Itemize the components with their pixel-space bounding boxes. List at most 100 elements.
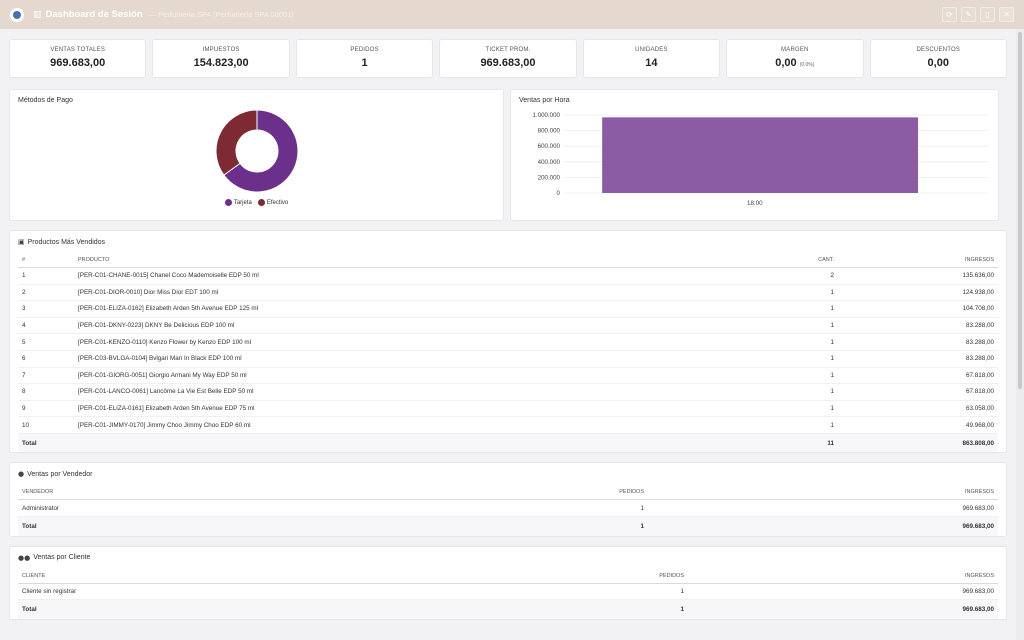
table-row[interactable]: 7 [PER-C01-GIORG-0051] Giorgio Armani My … [18, 367, 998, 385]
col-header-seller[interactable]: VENDEDOR [18, 485, 528, 501]
close-icon: ✕ [1003, 10, 1010, 19]
sales-by-seller-table: VENDEDOR PEDIDOS INGRESOS Administrator … [18, 485, 998, 536]
table-row[interactable]: 6 [PER-C03-BVLGA-0104] Bvlgari Man In Bla… [18, 350, 998, 368]
product-name: [PER-C01-KENZO-0110] Kenzo Flower by Ken… [74, 333, 748, 351]
col-header-orders[interactable]: PEDIDOS [568, 568, 688, 584]
product-name: [PER-C03-BVLGA-0104] Bvlgari Man In Blac… [74, 350, 748, 368]
col-header-index[interactable]: # [18, 253, 74, 268]
product-revenue: 124.938,00 [838, 284, 998, 302]
donut-slices [215, 109, 299, 193]
top-products-title-row: ▣ Productos Más Vendidos [18, 238, 998, 246]
refresh-button[interactable]: ⟳ [942, 7, 957, 22]
kpi-label: DESCUENTOS [916, 47, 961, 53]
y-tick-label: 0 [557, 190, 561, 197]
y-tick-label: 800.000 [538, 128, 561, 135]
product-revenue: 104.708,00 [838, 300, 998, 318]
product-revenue: 83.288,00 [838, 333, 998, 351]
payment-methods-title: Métodos de Pago [18, 97, 73, 104]
legend-item-tarjeta[interactable]: Tarjeta [224, 199, 252, 206]
total-spacer [74, 433, 748, 453]
users-icon: ●● [18, 553, 31, 562]
col-header-product[interactable]: PRODUCTO [74, 253, 748, 268]
row-index: 3 [18, 300, 74, 318]
kpi-label: PEDIDOS [350, 47, 379, 53]
product-qty: 1 [748, 317, 838, 335]
row-index: 8 [18, 383, 74, 401]
kpi-note: (0.0%) [799, 62, 815, 68]
row-index: 1 [18, 267, 74, 285]
legend-label: Tarjeta [233, 199, 252, 206]
seller-orders: 1 [528, 499, 648, 518]
table-row[interactable]: 4 [PER-C01-DKNY-0223] DKNY Be Delicious E… [18, 317, 998, 335]
sales-by-client-card: ●● Ventas por Cliente CLIENTE PEDIDOS IN… [9, 545, 1007, 620]
top-products-rows: 1 [PER-C01-CHANE-0015] Chanel Coco Mademo… [18, 267, 998, 434]
col-header-qty[interactable]: CANT. [748, 253, 838, 268]
sales-by-seller-title: Ventas por Vendedor [27, 470, 93, 478]
kpi-label: MARGEN [781, 47, 809, 53]
col-header-revenue[interactable]: INGRESOS [648, 485, 998, 501]
sales-by-seller-card: ● Ventas por Vendedor VENDEDOR PEDIDOS I… [9, 462, 1007, 537]
kpi-card-impuestos: IMPUESTOS 154.823,00 [152, 39, 290, 78]
edit-button[interactable]: ✎ [961, 7, 976, 22]
table-total-row: Total 11 863.808,00 [18, 433, 998, 453]
legend-item-efectivo[interactable]: Efectivo [257, 199, 288, 206]
table-row[interactable]: 8 [PER-C01-LANCO-0061] Lancôme La Vie Est… [18, 383, 998, 401]
close-button[interactable]: ✕ [999, 7, 1014, 22]
sales-by-client-table: CLIENTE PEDIDOS INGRESOS Cliente sin reg… [18, 568, 998, 619]
y-axis-ticks: 1.000.000 800.000 600.000 400.000 200.000 0 [532, 112, 560, 197]
table-total-row: Total 1 969.683,00 [18, 516, 998, 536]
kpi-value: 14 [645, 57, 658, 69]
table-row[interactable]: 2 [PER-C01-DIOR-0010] Dior Miss Dior EDT … [18, 284, 998, 302]
app-logo [10, 7, 24, 22]
client-revenue: 969.683,00 [688, 583, 998, 601]
kpi-label: TICKET PROM. [485, 47, 531, 53]
sales-by-client-title-row: ●● Ventas por Cliente [18, 554, 998, 562]
payment-donut-chart [215, 109, 299, 193]
donut-slice-tarjeta[interactable] [223, 109, 299, 193]
product-qty: 1 [748, 400, 838, 418]
col-header-orders[interactable]: PEDIDOS [528, 485, 648, 501]
product-revenue: 67.818,00 [838, 367, 998, 385]
donut-slice-efectivo[interactable] [215, 109, 258, 176]
product-name: [PER-C01-DKNY-0223] DKNY Be Delicious ED… [74, 317, 748, 335]
top-products-title: Productos Más Vendidos [27, 238, 106, 246]
kpi-label: UNIDADES [635, 47, 668, 53]
client-orders: 1 [568, 583, 688, 601]
row-index: 9 [18, 400, 74, 418]
product-name: [PER-C01-JIMMY-0170] Jimmy Choo Jimmy Ch… [74, 416, 748, 434]
table-row[interactable]: 1 [PER-C01-CHANE-0015] Chanel Coco Mademo… [18, 267, 998, 285]
product-qty: 1 [748, 333, 838, 351]
table-row[interactable]: 3 [PER-C01-ELIZA-0162] Elizabeth Arden 5t… [18, 300, 998, 318]
kpi-card-ticket-prom: TICKET PROM. 969.683,00 [439, 39, 577, 78]
table-total-row: Total 1 969.683,00 [18, 599, 998, 619]
kpi-card-pedidos: PEDIDOS 1 [295, 39, 434, 78]
payment-legend: Tarjeta Efectivo [18, 199, 495, 206]
scrollbar-thumb[interactable] [1018, 32, 1022, 389]
dashboard-content: VENTAS TOTALES 969.683,00 IMPUESTOS 154.… [0, 29, 1016, 640]
x-axis-ticks: 18:00 [747, 200, 763, 207]
table-row[interactable]: 10 [PER-C01-JIMMY-0170] Jimmy Choo Jimmy … [18, 416, 998, 434]
total-label: Total [18, 433, 74, 453]
row-index: 7 [18, 367, 74, 385]
client-name: Cliente sin registrar [18, 583, 568, 601]
title-bar: ▥ Dashboard de Sesión — Perfumeria SPA (… [0, 0, 1024, 29]
product-revenue: 67.818,00 [838, 383, 998, 401]
product-name: [PER-C01-CHANE-0015] Chanel Coco Mademoi… [74, 267, 748, 285]
print-button[interactable]: ▯ [980, 7, 995, 22]
product-revenue: 135.636,00 [838, 267, 998, 285]
col-header-client[interactable]: CLIENTE [18, 568, 568, 584]
product-revenue: 63.058,00 [838, 400, 998, 418]
total-amount: 969.683,00 [688, 599, 998, 619]
total-label: Total [18, 599, 568, 619]
product-qty: 1 [748, 383, 838, 401]
col-header-revenue[interactable]: INGRESOS [838, 253, 998, 268]
top-products-card: ▣ Productos Más Vendidos # PRODUCTO CANT… [9, 230, 1007, 454]
total-qty: 11 [748, 433, 838, 453]
col-header-revenue[interactable]: INGRESOS [688, 568, 998, 584]
table-row[interactable]: 5 [PER-C01-KENZO-0110] Kenzo Flower by Ke… [18, 333, 998, 351]
bar-18:00[interactable] [602, 117, 919, 193]
product-name: [PER-C01-ELIZA-0161] Elizabeth Arden 5th… [74, 400, 748, 418]
table-row[interactable]: Cliente sin registrar 1 969.683,00 [18, 583, 998, 601]
table-row[interactable]: Administrator 1 969.683,00 [18, 499, 998, 518]
table-row[interactable]: 9 [PER-C01-ELIZA-0161] Elizabeth Arden 5t… [18, 400, 998, 418]
